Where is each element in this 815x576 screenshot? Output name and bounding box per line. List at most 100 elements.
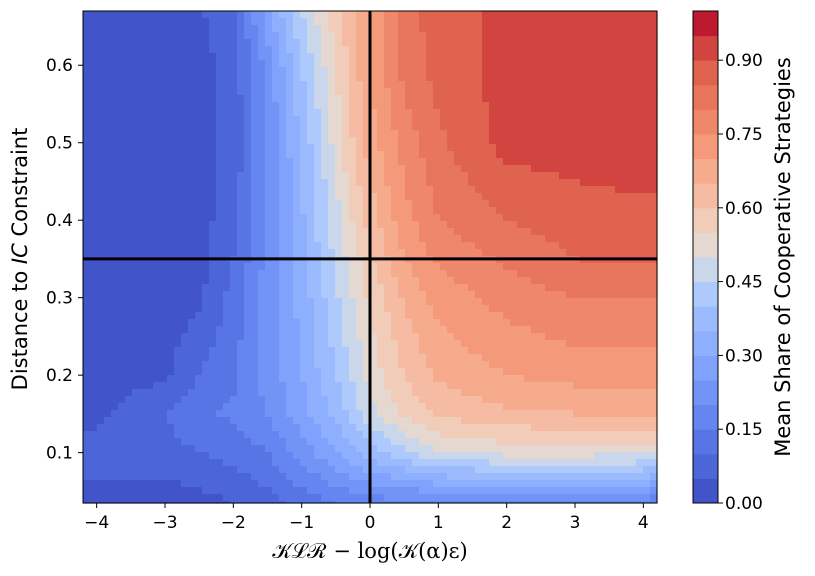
- heatmap-cell: [468, 361, 476, 369]
- heatmap-cell: [468, 186, 476, 194]
- heatmap-cell: [167, 46, 175, 54]
- heatmap-cell: [244, 473, 252, 481]
- heatmap-cell: [167, 186, 175, 194]
- heatmap-cell: [328, 74, 336, 82]
- heatmap-cell: [153, 144, 161, 152]
- heatmap-cell: [314, 501, 322, 504]
- heatmap-cell: [482, 375, 490, 383]
- heatmap-cell: [181, 396, 189, 404]
- heatmap-cell: [202, 109, 210, 117]
- heatmap-cell: [230, 340, 238, 348]
- heatmap-cell: [286, 123, 294, 131]
- heatmap-cell: [524, 361, 532, 369]
- heatmap-cell: [538, 25, 546, 33]
- heatmap-cell: [223, 312, 231, 320]
- heatmap-cell: [202, 431, 210, 439]
- heatmap-cell: [244, 305, 252, 313]
- heatmap-cell: [468, 305, 476, 313]
- heatmap-cell: [447, 67, 455, 75]
- heatmap-cell: [335, 151, 343, 159]
- heatmap-cell: [244, 319, 252, 327]
- heatmap-cell: [139, 410, 147, 418]
- heatmap-cell: [209, 284, 217, 292]
- heatmap-cell: [265, 130, 273, 138]
- heatmap-cell: [545, 424, 553, 432]
- heatmap-cell: [482, 221, 490, 229]
- heatmap-cell: [566, 403, 574, 411]
- heatmap-cell: [496, 389, 504, 397]
- heatmap-cell: [139, 417, 147, 425]
- heatmap-cell: [510, 200, 518, 208]
- heatmap-cell: [510, 438, 518, 446]
- heatmap-cell: [363, 46, 371, 54]
- heatmap-cell: [314, 158, 322, 166]
- heatmap-cell: [363, 88, 371, 96]
- heatmap-cell: [223, 95, 231, 103]
- heatmap-cell: [160, 473, 168, 481]
- heatmap-cell: [244, 480, 252, 488]
- heatmap-cell: [139, 305, 147, 313]
- heatmap-cell: [384, 193, 392, 201]
- heatmap-cell: [97, 291, 105, 299]
- heatmap-cell: [174, 319, 182, 327]
- heatmap-cell: [111, 249, 119, 257]
- heatmap-cell: [426, 284, 434, 292]
- heatmap-cell: [146, 403, 154, 411]
- heatmap-cell: [475, 417, 483, 425]
- heatmap-cell: [335, 312, 343, 320]
- heatmap-cell: [223, 410, 231, 418]
- heatmap-cell: [174, 39, 182, 47]
- heatmap-cell: [265, 193, 273, 201]
- heatmap-cell: [160, 214, 168, 222]
- heatmap-cell: [538, 151, 546, 159]
- heatmap-cell: [139, 382, 147, 390]
- heatmap-cell: [111, 221, 119, 229]
- heatmap-cell: [251, 270, 259, 278]
- heatmap-cell: [356, 221, 364, 229]
- heatmap-cell: [314, 368, 322, 376]
- heatmap-cell: [174, 340, 182, 348]
- heatmap-cell: [279, 291, 287, 299]
- heatmap-cell: [419, 389, 427, 397]
- heatmap-cell: [174, 396, 182, 404]
- heatmap-cell: [230, 235, 238, 243]
- heatmap-cell: [244, 39, 252, 47]
- heatmap-cell: [440, 501, 448, 504]
- heatmap-cell: [321, 46, 329, 54]
- heatmap-cell: [314, 277, 322, 285]
- heatmap-cell: [307, 53, 315, 61]
- heatmap-cell: [167, 123, 175, 131]
- heatmap-cell: [90, 347, 98, 355]
- heatmap-cell: [391, 410, 399, 418]
- heatmap-cell: [566, 214, 574, 222]
- heatmap-cell: [384, 291, 392, 299]
- heatmap-cell: [454, 291, 462, 299]
- heatmap-cell: [342, 193, 350, 201]
- heatmap-cell: [419, 67, 427, 75]
- heatmap-cell: [552, 228, 560, 236]
- heatmap-cell: [489, 389, 497, 397]
- heatmap-cell: [188, 410, 196, 418]
- heatmap-cell: [153, 123, 161, 131]
- heatmap-cell: [503, 151, 511, 159]
- heatmap-cell: [370, 473, 378, 481]
- heatmap-cell: [342, 438, 350, 446]
- heatmap-cell: [524, 207, 532, 215]
- heatmap-cell: [104, 25, 112, 33]
- heatmap-cell: [307, 459, 315, 467]
- heatmap-cell: [356, 368, 364, 376]
- heatmap-cell: [209, 424, 217, 432]
- heatmap-cell: [125, 186, 133, 194]
- heatmap-cell: [566, 466, 574, 474]
- heatmap-cell: [286, 417, 294, 425]
- heatmap-cell: [300, 242, 308, 250]
- heatmap-cell: [475, 74, 483, 82]
- heatmap-cell: [202, 116, 210, 124]
- heatmap-cell: [230, 193, 238, 201]
- heatmap-cell: [391, 424, 399, 432]
- heatmap-cell: [153, 186, 161, 194]
- heatmap-cell: [349, 410, 357, 418]
- heatmap-cell: [181, 109, 189, 117]
- heatmap-cell: [118, 144, 126, 152]
- heatmap-cell: [433, 11, 441, 19]
